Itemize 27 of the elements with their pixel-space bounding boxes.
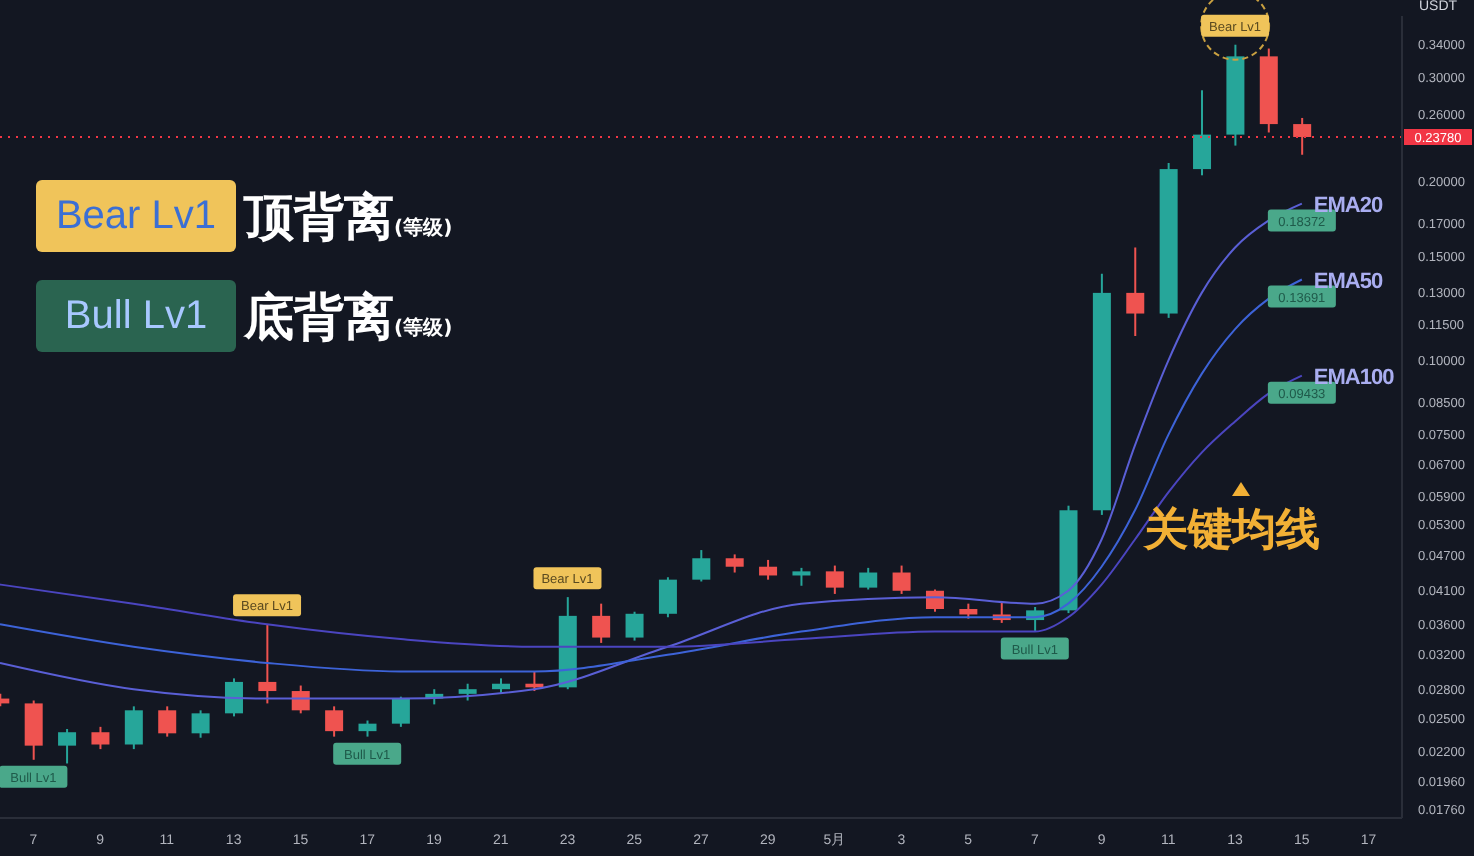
candlestick — [58, 727, 77, 765]
candlestick — [592, 602, 611, 644]
annotation: Bull Lv1 — [36, 280, 236, 352]
candlestick — [158, 705, 177, 738]
candlestick — [391, 695, 410, 728]
candlestick — [325, 705, 344, 738]
candlestick — [759, 558, 778, 581]
candlestick — [24, 699, 43, 761]
candlestick — [1126, 246, 1145, 337]
candlestick — [892, 564, 911, 595]
candlestick — [1293, 116, 1312, 156]
candlestick — [658, 576, 677, 619]
annotation: 关键均线 — [1144, 504, 1320, 560]
candlestick — [258, 623, 277, 705]
candlestick — [224, 677, 243, 718]
candlestick — [825, 564, 844, 595]
candlestick — [692, 549, 711, 583]
candlestick — [859, 566, 878, 591]
candlestick — [1193, 89, 1212, 177]
annotation: (等级) — [394, 318, 453, 340]
candlestick — [124, 705, 143, 751]
candlestick — [725, 553, 744, 574]
candlestick — [625, 610, 644, 642]
candlestick — [91, 725, 110, 751]
annotation: (等级) — [394, 218, 453, 240]
annotation: Bear Lv1 — [36, 180, 236, 252]
candlestick — [191, 709, 210, 739]
